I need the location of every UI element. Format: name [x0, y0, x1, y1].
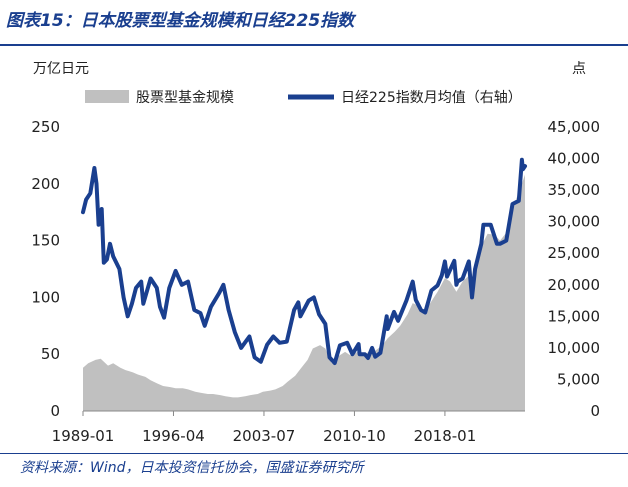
y-right-tick-label: 40,000	[548, 150, 601, 168]
y-left-tick-label: 50	[41, 345, 60, 363]
x-tick-label: 2003-07	[233, 427, 296, 445]
y-right-tick-label: 0	[590, 402, 600, 420]
x-tick-label: 1996-04	[142, 427, 205, 445]
chart-title: 图表15：日本股票型基金规模和日经225指数	[6, 11, 355, 31]
nikkei-line-series	[81, 157, 527, 365]
y-right-tick-label: 30,000	[548, 213, 601, 231]
y-left-tick-label: 0	[50, 402, 60, 420]
title-divider	[0, 44, 628, 46]
legend-label-nikkei: 日经225指数月均值（右轴）	[341, 90, 522, 106]
source-divider	[0, 453, 628, 454]
y-left-tick-label: 150	[31, 232, 60, 250]
x-tick-label: 2018-01	[414, 427, 477, 445]
y-right-tick-label: 5,000	[557, 370, 600, 388]
source-note: 资料来源：Wind，日本投资信托协会，国盛证券研究所	[20, 460, 364, 476]
legend-swatch-fund	[85, 90, 129, 103]
y-right-tick-label: 25,000	[548, 244, 601, 262]
y-right-tick-label: 15,000	[548, 307, 601, 325]
y-right-tick-label: 35,000	[548, 181, 601, 199]
y-left-tick-label: 100	[31, 288, 60, 306]
y-left-tick-label: 200	[31, 175, 60, 193]
nikkei-line-layer	[81, 157, 527, 365]
x-tick-label: 2010-10	[323, 427, 386, 445]
left-axis-unit: 万亿日元	[33, 61, 89, 77]
axes: 0 50 100 150 200 250 0 5,000 10,000 15,000 20,000 2…	[31, 118, 600, 445]
y-right-tick-label: 45,000	[548, 118, 601, 136]
fund-area-layer	[83, 174, 525, 411]
legend: 股票型基金规模 日经225指数月均值（右轴）	[85, 89, 522, 106]
y-right-tick-label: 10,000	[548, 339, 601, 357]
fund-area-series	[83, 174, 525, 411]
x-tick-label: 1989-01	[52, 427, 115, 445]
legend-label-fund: 股票型基金规模	[136, 89, 234, 106]
y-right-tick-label: 20,000	[548, 276, 601, 294]
right-axis-unit: 点	[572, 61, 586, 77]
y-left-tick-label: 250	[31, 118, 60, 136]
